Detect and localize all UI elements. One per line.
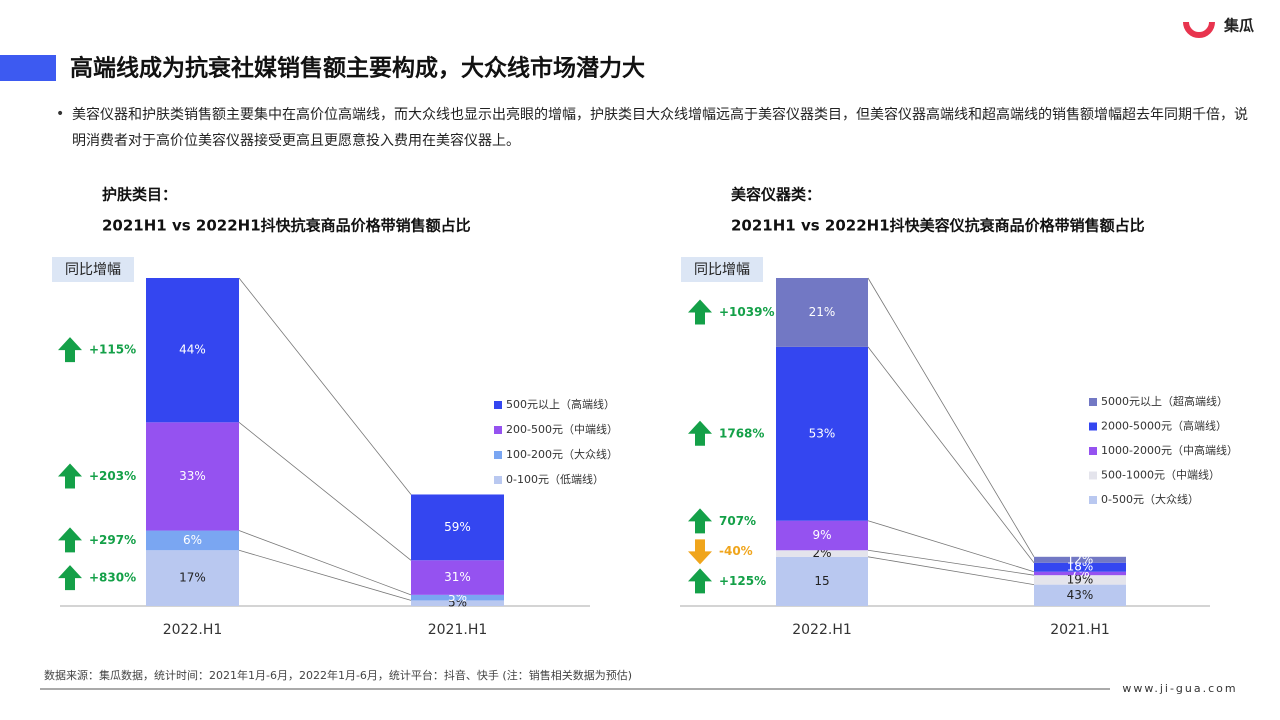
growth-title: 同比增幅	[694, 262, 750, 278]
growth-arrow	[688, 299, 712, 325]
value-label: 12%	[1067, 552, 1094, 566]
value-label: 33%	[179, 469, 206, 483]
bar-segment	[1034, 575, 1126, 585]
legend-label: 1000-2000元（中高端线）	[1101, 443, 1238, 457]
connector	[238, 549, 412, 601]
value-label: 15	[814, 574, 829, 588]
growth-title-box	[52, 257, 134, 282]
value-label: 19%	[1067, 572, 1094, 586]
growth-title: 同比增幅	[65, 262, 121, 278]
growth-label: -40%	[719, 544, 753, 558]
growth-label: +297%	[89, 533, 136, 547]
growth-arrow	[58, 527, 82, 553]
x-tick-label: 2021.H1	[428, 622, 488, 638]
logo-text: 集瓜	[1223, 17, 1254, 35]
legend-swatch	[1089, 447, 1097, 455]
bar-segment	[411, 600, 504, 606]
legend-swatch	[494, 426, 502, 434]
growth-label: +830%	[89, 571, 136, 585]
connector	[238, 530, 412, 596]
header-title: 高端线成为抗衰社媒销售额主要构成，大众线市场潜力大	[70, 55, 645, 82]
growth-arrow	[688, 568, 712, 594]
bar-segment	[1034, 571, 1126, 576]
growth-label: +1039%	[719, 305, 774, 319]
value-label: 53%	[809, 426, 836, 440]
growth-arrow	[688, 539, 712, 565]
bar-segment	[776, 520, 868, 551]
growth-arrow	[58, 337, 82, 363]
value-label: 44%	[179, 343, 206, 357]
bar-segment	[776, 278, 868, 347]
bar-segment	[146, 422, 239, 531]
legend-swatch	[494, 451, 502, 459]
url: www.ji-gua.com	[1122, 682, 1237, 695]
bar-segment	[776, 346, 868, 521]
bar-segment	[411, 560, 504, 595]
bar-segment	[146, 550, 239, 606]
chart-subtitle: 美容仪器类：	[731, 186, 821, 204]
value-label: 21%	[809, 305, 836, 319]
x-tick-label: 2021.H1	[1050, 622, 1110, 638]
connector	[238, 422, 412, 561]
connector	[867, 277, 1035, 558]
bullet-dot: •	[56, 106, 64, 122]
legend-label: 500元以上（高端线）	[506, 397, 615, 411]
legend-label: 2000-5000元（高端线）	[1101, 419, 1227, 433]
bar-segment	[146, 278, 239, 423]
legend-swatch	[494, 476, 502, 484]
legend-swatch	[1089, 422, 1097, 431]
bar-segment	[776, 550, 868, 557]
growth-arrow	[688, 508, 712, 534]
bar-segment	[776, 556, 868, 606]
growth-label: 707%	[719, 514, 756, 528]
growth-arrow	[688, 420, 712, 446]
value-label: 6%	[183, 533, 202, 547]
connector	[867, 346, 1035, 564]
value-label: 18%	[1067, 560, 1094, 574]
header-bar	[0, 55, 56, 81]
connector	[867, 556, 1035, 586]
bar-segment	[411, 494, 504, 561]
bullet-text: 美容仪器和护肤类销售额主要集中在高价位高端线，而大众线也显示出亮眼的增幅，护肤类…	[72, 107, 1248, 149]
source: 数据来源：集瓜数据，统计时间：2021年1月-6月，2022年1月-6月，统计平…	[44, 668, 632, 682]
legend-swatch	[1089, 496, 1097, 504]
legend-label: 500-1000元（中端线）	[1101, 468, 1220, 482]
legend-swatch	[1089, 471, 1097, 480]
value-label: 31%	[444, 570, 471, 584]
growth-label: +203%	[89, 469, 136, 483]
bar-segment	[1034, 562, 1126, 572]
legend-label: 100-200元（大众线）	[506, 447, 618, 461]
legend-label: 200-500元（中端线）	[506, 422, 618, 436]
growth-label: +115%	[89, 343, 136, 357]
growth-title-box	[681, 257, 763, 282]
logo: 集瓜	[1183, 17, 1254, 38]
chart-title: 2021H1 vs 2022H1抖快美容仪抗衰商品价格带销售额占比	[731, 217, 1145, 235]
value-label: 17%	[179, 571, 206, 585]
growth-arrow	[58, 565, 82, 591]
growth-arrow	[58, 463, 82, 489]
chart-title: 2021H1 vs 2022H1抖快抗衰商品价格带销售额占比	[102, 217, 471, 235]
legend-swatch	[1089, 398, 1097, 406]
bar-segment	[1034, 584, 1126, 606]
legend-swatch	[494, 401, 502, 409]
value-label: 43%	[1067, 588, 1094, 602]
bar-segment	[1034, 556, 1126, 563]
value-label: 59%	[444, 520, 471, 534]
legend-label: 5000元以上（超高端线）	[1101, 394, 1228, 408]
growth-label: 1768%	[719, 426, 764, 440]
connector	[867, 549, 1035, 576]
value-label: 9%	[812, 528, 831, 542]
chart-subtitle: 护肤类目：	[102, 186, 177, 204]
legend-label: 0-500元（大众线）	[1101, 492, 1199, 506]
bar-segment	[411, 594, 504, 601]
x-tick-label: 2022.H1	[163, 622, 223, 638]
connector	[238, 277, 412, 495]
legend-label: 0-100元（低端线）	[506, 472, 604, 486]
connector	[867, 520, 1035, 573]
growth-label: +125%	[719, 574, 766, 588]
bar-segment	[146, 530, 239, 551]
x-tick-label: 2022.H1	[792, 622, 852, 638]
